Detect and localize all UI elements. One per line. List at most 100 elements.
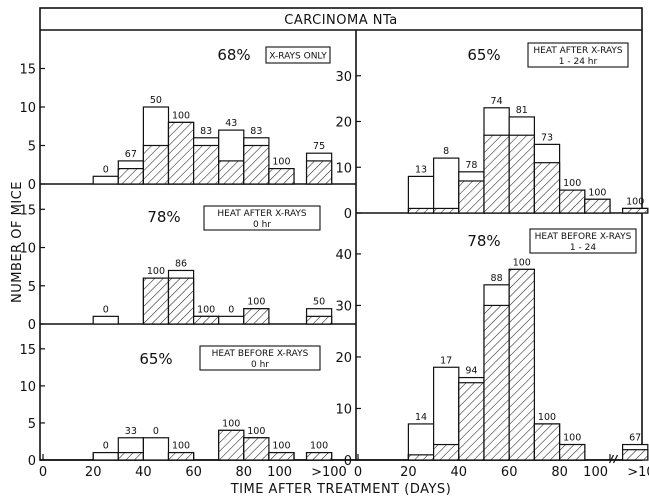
x-tick-label: 100 xyxy=(267,465,292,480)
condition-box xyxy=(199,345,321,371)
bar-hatched xyxy=(167,121,195,185)
condition-label: HEAT AFTER X-RAYS xyxy=(533,46,623,56)
bar-hatched xyxy=(305,451,333,461)
bar-hatched xyxy=(268,168,295,185)
y-tick-label: 10 xyxy=(335,161,352,176)
percent-label: 78% xyxy=(467,232,500,250)
percent-label: 65% xyxy=(139,350,172,368)
bar-data-label: 78 xyxy=(465,160,477,171)
condition-label: HEAT AFTER X-RAYS xyxy=(217,209,307,219)
x-tick-label: 20 xyxy=(85,465,102,480)
bar-hatched xyxy=(508,134,536,214)
bar-data-label: 0 xyxy=(103,441,109,452)
y-tick-label: 5 xyxy=(28,140,36,155)
axis-break-mark xyxy=(612,454,619,464)
bar-hatched xyxy=(193,144,220,185)
y-tick-label: 15 xyxy=(19,343,36,358)
y-tick-label: 0 xyxy=(28,318,36,333)
y-tick-label: 0 xyxy=(344,454,352,469)
figure-title: CARCINOMA NTa xyxy=(284,13,397,28)
y-tick-label: 10 xyxy=(19,101,36,116)
x-tick-label: 0 xyxy=(354,465,362,480)
y-tick-label: 15 xyxy=(19,63,36,78)
condition-sublabel: 0 hr xyxy=(253,220,271,230)
bar-hatched xyxy=(558,189,586,214)
x-axis-label: TIME AFTER TREATMENT (DAYS) xyxy=(230,482,452,497)
bar-hatched xyxy=(533,162,561,214)
bar-data-label: 0 xyxy=(153,426,159,437)
y-tick-label: 0 xyxy=(344,207,352,222)
panel-5: 0 10 20 30 40 14 17 94 88 100 100 100 67 HEAT BEFORE … xyxy=(335,228,649,469)
bar-total xyxy=(407,423,435,461)
condition-box xyxy=(529,228,637,254)
condition-label: HEAT BEFORE X-RAYS xyxy=(212,349,309,359)
bar-hatched xyxy=(268,451,295,461)
bar-data-label: 73 xyxy=(541,132,553,143)
bar-data-label: 50 xyxy=(313,297,325,308)
bar-data-label: 100 xyxy=(563,433,581,444)
bar-hatched xyxy=(167,451,195,461)
bar-data-label: 83 xyxy=(200,126,212,137)
bar-data-label: 83 xyxy=(250,126,262,137)
x-tick-label: 100 xyxy=(583,465,608,480)
percent-label: 68% xyxy=(217,46,250,64)
panel-4: 0 10 20 30 13 8 78 74 81 73 100 100 100 HEAT AFTER X-… xyxy=(335,42,649,222)
bar-data-label: 0 xyxy=(103,164,109,175)
bar-data-label: 94 xyxy=(465,366,477,377)
y-tick-label: 10 xyxy=(19,242,36,257)
percent-label: 65% xyxy=(467,46,500,64)
x-tick-label: 80 xyxy=(551,465,568,480)
x-tick-label: 40 xyxy=(451,465,468,480)
condition-box xyxy=(527,42,629,68)
bar-hatched xyxy=(621,207,649,214)
bar-data-label: 100 xyxy=(513,257,531,268)
x-tick-label: 0 xyxy=(39,465,47,480)
condition-sublabel: 1 - 24 hr xyxy=(559,57,598,67)
y-tick-label: 0 xyxy=(28,454,36,469)
bar-hatched xyxy=(243,144,270,185)
axis-break-mark xyxy=(608,454,615,464)
y-axis-label: NUMBER OF MICE xyxy=(10,181,25,303)
bar-hatched xyxy=(407,207,435,214)
y-tick-label: 20 xyxy=(335,351,352,366)
condition-box xyxy=(265,46,331,64)
bar-data-label: 100 xyxy=(147,266,165,277)
y-tick-label: 20 xyxy=(335,116,352,131)
bar-data-label: 86 xyxy=(175,258,187,269)
x-tick-label: 20 xyxy=(400,465,417,480)
condition-sublabel: 1 - 24 xyxy=(570,243,596,253)
x-tick-label: >100 xyxy=(627,465,649,480)
bar-hatched xyxy=(584,198,611,214)
y-tick-label: 30 xyxy=(335,299,352,314)
bar-data-label: 67 xyxy=(125,149,137,160)
bar-data-label: 88 xyxy=(491,273,503,284)
x-tick-label: 40 xyxy=(135,465,152,480)
y-tick-label: 5 xyxy=(28,417,36,432)
bar-data-label: 43 xyxy=(225,118,237,129)
condition-label: X-RAYS ONLY xyxy=(269,52,327,62)
x-tick-label: 60 xyxy=(185,465,202,480)
y-tick-label: 15 xyxy=(19,203,36,218)
bar-hatched xyxy=(433,207,460,214)
bar-data-label: 8 xyxy=(443,146,449,157)
bar-data-label: 100 xyxy=(626,196,644,207)
bar-data-label: 50 xyxy=(150,95,162,106)
percent-label: 78% xyxy=(147,208,180,226)
bar-hatched xyxy=(558,443,586,461)
bar-data-label: 100 xyxy=(272,441,290,452)
bar-data-label: 100 xyxy=(172,441,190,452)
bar-hatched xyxy=(167,277,195,325)
bar-hatched xyxy=(305,160,333,185)
y-tick-label: 10 xyxy=(335,402,352,417)
bar-hatched xyxy=(117,451,145,461)
y-tick-label: 10 xyxy=(19,380,36,395)
bar-hatched xyxy=(193,315,220,325)
bar-data-label: 75 xyxy=(313,141,325,152)
bar-hatched xyxy=(218,160,245,185)
bar-hatched xyxy=(117,168,145,185)
condition-label: HEAT BEFORE X-RAYS xyxy=(535,232,632,242)
bar-data-label: 100 xyxy=(310,441,328,452)
